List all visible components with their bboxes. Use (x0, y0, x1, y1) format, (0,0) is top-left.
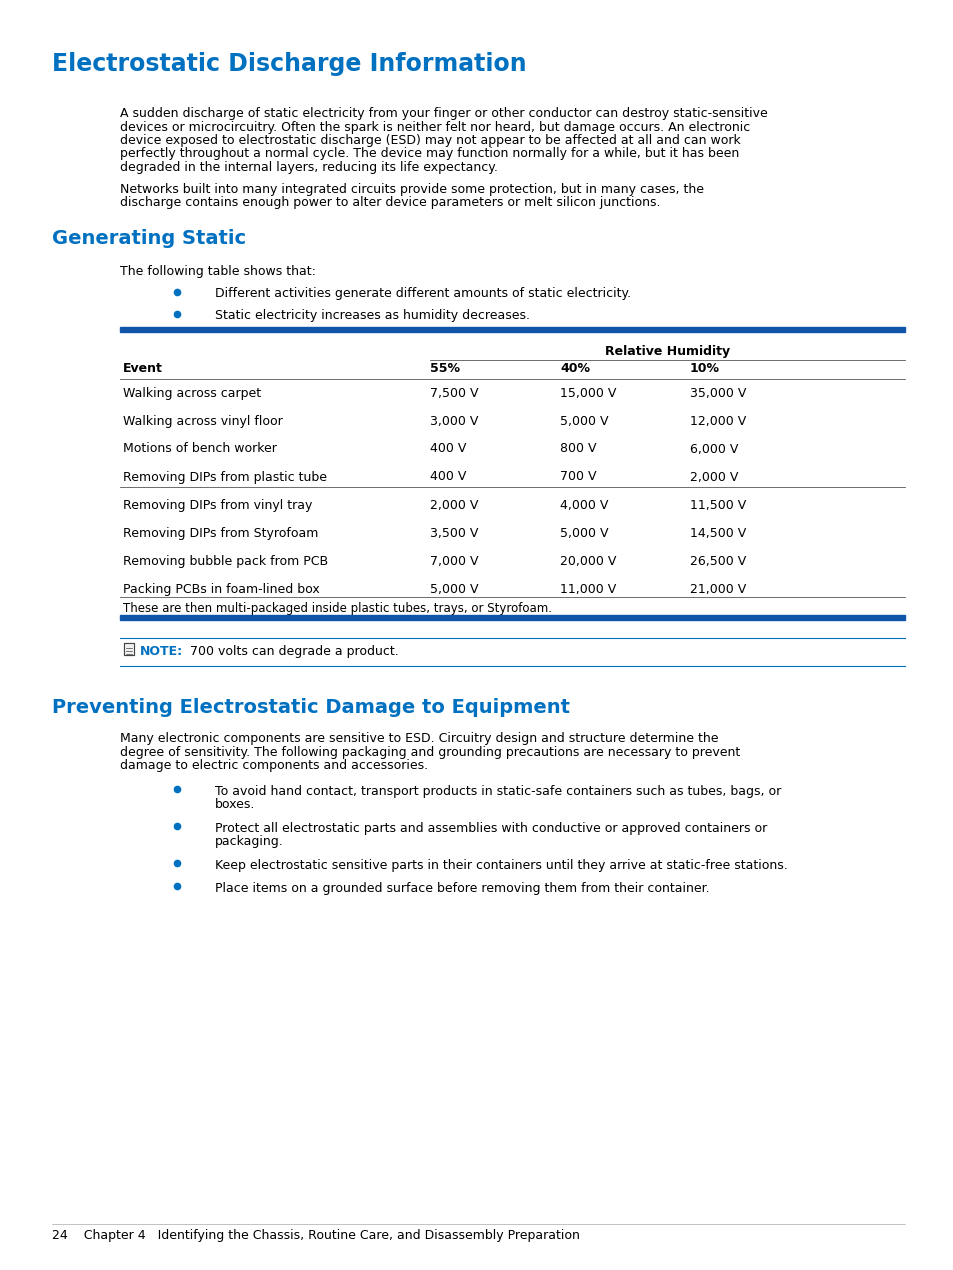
Text: Walking across carpet: Walking across carpet (123, 386, 261, 400)
Text: 3,000 V: 3,000 V (430, 414, 477, 428)
Text: Removing DIPs from Styrofoam: Removing DIPs from Styrofoam (123, 527, 318, 540)
Text: device exposed to electrostatic discharge (ESD) may not appear to be affected at: device exposed to electrostatic discharg… (120, 135, 740, 147)
Text: 700 volts can degrade a product.: 700 volts can degrade a product. (182, 645, 398, 658)
Text: 7,000 V: 7,000 V (430, 555, 478, 568)
Text: 55%: 55% (430, 362, 459, 376)
Text: 35,000 V: 35,000 V (689, 386, 745, 400)
Text: Removing DIPs from plastic tube: Removing DIPs from plastic tube (123, 470, 327, 484)
Text: 700 V: 700 V (559, 470, 596, 484)
Bar (124, 643, 133, 655)
Text: These are then multi-packaged inside plastic tubes, trays, or Styrofoam.: These are then multi-packaged inside pla… (123, 602, 552, 615)
Text: Networks built into many integrated circuits provide some protection, but in man: Networks built into many integrated circ… (120, 183, 703, 196)
Text: Many electronic components are sensitive to ESD. Circuitry design and structure : Many electronic components are sensitive… (120, 732, 718, 745)
Text: damage to electric components and accessories.: damage to electric components and access… (120, 759, 428, 772)
Text: 7,500 V: 7,500 V (430, 386, 478, 400)
Text: Motions of bench worker: Motions of bench worker (123, 442, 276, 456)
Bar (120, 615, 904, 620)
Bar (124, 643, 133, 655)
Text: 26,500 V: 26,500 V (689, 555, 745, 568)
Text: Relative Humidity: Relative Humidity (604, 345, 729, 358)
Text: 3,500 V: 3,500 V (430, 527, 477, 540)
Text: Electrostatic Discharge Information: Electrostatic Discharge Information (52, 52, 526, 76)
Text: Different activities generate different amounts of static electricity.: Different activities generate different … (214, 287, 631, 301)
Text: A sudden discharge of static electricity from your finger or other conductor can: A sudden discharge of static electricity… (120, 107, 767, 119)
Text: 21,000 V: 21,000 V (689, 583, 745, 596)
Text: 6,000 V: 6,000 V (689, 442, 738, 456)
Text: boxes.: boxes. (214, 798, 255, 812)
Text: perfectly throughout a normal cycle. The device may function normally for a whil: perfectly throughout a normal cycle. The… (120, 147, 739, 160)
Text: 4,000 V: 4,000 V (559, 499, 608, 512)
Text: 5,000 V: 5,000 V (559, 527, 608, 540)
Text: 10%: 10% (689, 362, 720, 376)
Text: 12,000 V: 12,000 V (689, 414, 745, 428)
Text: Protect all electrostatic parts and assemblies with conductive or approved conta: Protect all electrostatic parts and asse… (214, 822, 766, 834)
Text: Static electricity increases as humidity decreases.: Static electricity increases as humidity… (214, 310, 530, 323)
Text: packaging.: packaging. (214, 836, 283, 848)
Text: Packing PCBs in foam-lined box: Packing PCBs in foam-lined box (123, 583, 319, 596)
Text: 2,000 V: 2,000 V (689, 470, 738, 484)
Text: 400 V: 400 V (430, 442, 466, 456)
Text: Walking across vinyl floor: Walking across vinyl floor (123, 414, 282, 428)
Text: 5,000 V: 5,000 V (559, 414, 608, 428)
Text: 14,500 V: 14,500 V (689, 527, 745, 540)
Text: devices or microcircuitry. Often the spark is neither felt nor heard, but damage: devices or microcircuitry. Often the spa… (120, 121, 749, 133)
Text: Generating Static: Generating Static (52, 230, 246, 249)
Text: 40%: 40% (559, 362, 589, 376)
Text: 24    Chapter 4   Identifying the Chassis, Routine Care, and Disassembly Prepara: 24 Chapter 4 Identifying the Chassis, Ro… (52, 1229, 579, 1242)
Text: 20,000 V: 20,000 V (559, 555, 616, 568)
Text: 5,000 V: 5,000 V (430, 583, 478, 596)
Text: NOTE:: NOTE: (140, 645, 183, 658)
Text: To avoid hand contact, transport products in static-safe containers such as tube: To avoid hand contact, transport product… (214, 785, 781, 798)
Text: The following table shows that:: The following table shows that: (120, 265, 315, 278)
Text: 11,000 V: 11,000 V (559, 583, 616, 596)
Text: degraded in the internal layers, reducing its life expectancy.: degraded in the internal layers, reducin… (120, 161, 497, 174)
Text: Keep electrostatic sensitive parts in their containers until they arrive at stat: Keep electrostatic sensitive parts in th… (214, 859, 787, 871)
Text: discharge contains enough power to alter device parameters or melt silicon junct: discharge contains enough power to alter… (120, 196, 659, 210)
Text: Removing bubble pack from PCB: Removing bubble pack from PCB (123, 555, 328, 568)
Text: 400 V: 400 V (430, 470, 466, 484)
Text: Event: Event (123, 362, 163, 376)
Text: Preventing Electrostatic Damage to Equipment: Preventing Electrostatic Damage to Equip… (52, 698, 569, 718)
Text: Place items on a grounded surface before removing them from their container.: Place items on a grounded surface before… (214, 883, 709, 895)
Bar (120, 326, 904, 331)
Text: 2,000 V: 2,000 V (430, 499, 477, 512)
Text: 11,500 V: 11,500 V (689, 499, 745, 512)
Text: degree of sensitivity. The following packaging and grounding precautions are nec: degree of sensitivity. The following pac… (120, 745, 740, 758)
Text: Removing DIPs from vinyl tray: Removing DIPs from vinyl tray (123, 499, 312, 512)
Text: 800 V: 800 V (559, 442, 596, 456)
Text: 15,000 V: 15,000 V (559, 386, 616, 400)
